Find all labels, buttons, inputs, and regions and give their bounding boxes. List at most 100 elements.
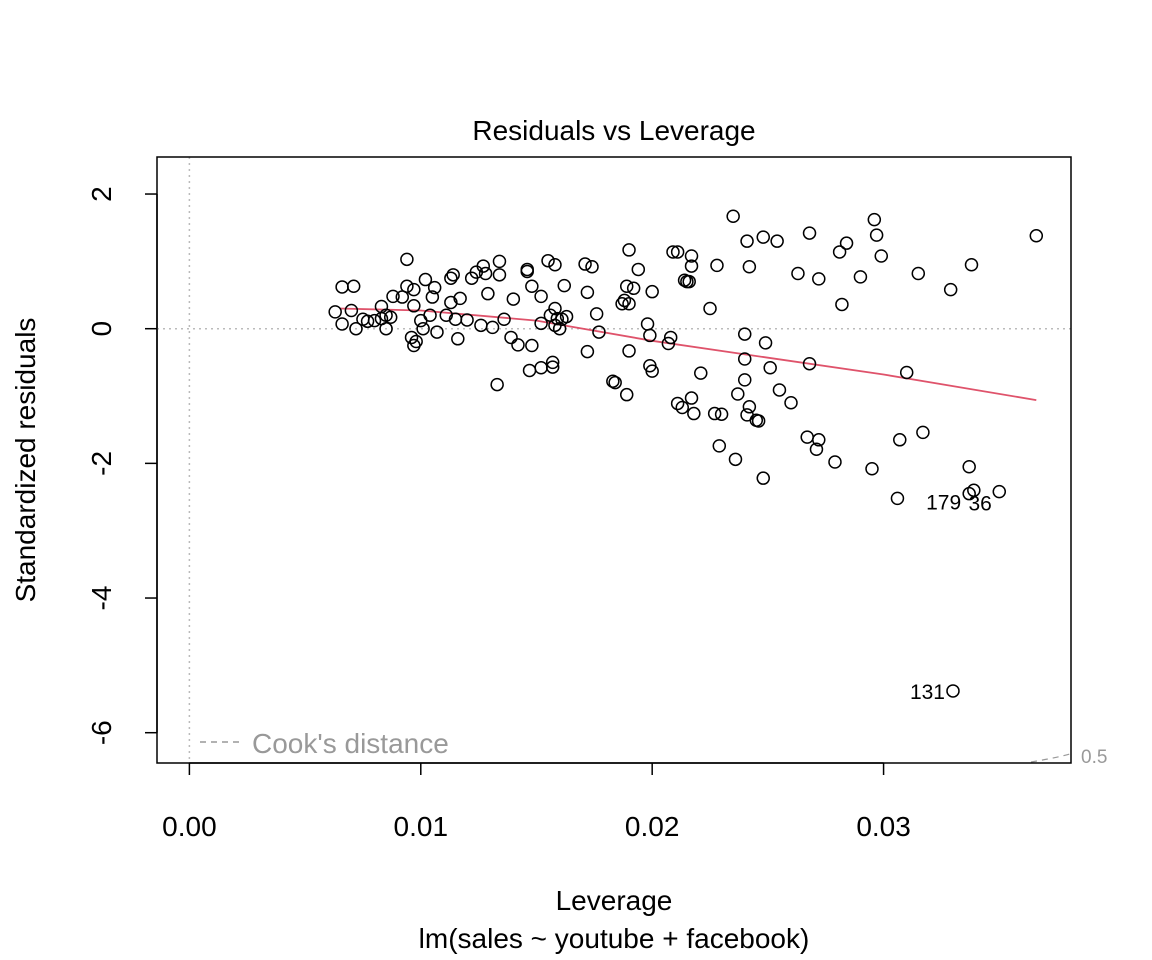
data-point	[703, 301, 717, 316]
data-point	[478, 266, 493, 281]
data-point	[800, 430, 814, 444]
data-point	[737, 352, 752, 366]
data-point	[522, 363, 537, 378]
data-point	[946, 684, 960, 698]
data-point	[606, 374, 620, 388]
reference-lines	[157, 157, 1071, 763]
data-point	[622, 297, 636, 311]
x-axis: 0.00 0.01 0.02 0.03	[162, 762, 911, 842]
x-tick-label: 0.03	[856, 811, 911, 842]
data-point	[687, 406, 701, 421]
data-point	[791, 266, 805, 281]
data-point	[386, 289, 400, 304]
data-point	[349, 321, 363, 336]
cooks-distance-contour: 0.5	[1030, 747, 1107, 768]
data-point	[379, 321, 393, 336]
data-point	[550, 311, 565, 326]
cooks-contour-line	[1030, 752, 1074, 763]
data-point	[534, 316, 548, 331]
data-point	[962, 459, 976, 474]
data-point	[476, 259, 491, 273]
smooth-line-group	[339, 307, 1037, 401]
data-point	[548, 257, 562, 272]
data-point	[737, 373, 752, 387]
data-point	[756, 230, 770, 244]
data-point	[899, 365, 914, 380]
data-point	[839, 236, 854, 250]
y-tick-label: -6	[86, 720, 117, 745]
data-point	[758, 336, 773, 350]
data-point	[670, 245, 685, 259]
smooth-line	[339, 307, 1037, 401]
data-point	[545, 355, 560, 370]
data-point	[490, 377, 504, 392]
y-tick-label: 2	[86, 186, 117, 202]
data-point	[740, 408, 754, 422]
data-point	[1029, 229, 1044, 243]
data-point	[784, 396, 798, 410]
data-point	[682, 274, 696, 289]
data-point	[943, 282, 958, 297]
data-point	[485, 320, 500, 335]
data-point	[911, 266, 926, 281]
data-point	[619, 279, 634, 294]
data-point	[893, 433, 907, 447]
point-labels: 179 36 131	[910, 492, 992, 704]
data-point	[802, 356, 817, 371]
legend-label: Cook's distance	[252, 728, 449, 759]
data-point	[541, 253, 555, 268]
data-point	[853, 270, 868, 284]
data-point	[675, 400, 690, 415]
data-point	[828, 455, 842, 469]
data-point	[534, 289, 548, 304]
data-point	[346, 279, 361, 294]
data-point	[964, 257, 979, 272]
data-point	[742, 400, 757, 414]
data-point	[383, 310, 398, 325]
data-point	[622, 344, 636, 358]
data-point	[869, 228, 884, 242]
data-point	[742, 260, 757, 274]
legend: Cook's distance	[200, 728, 449, 759]
data-point	[712, 439, 727, 453]
data-point	[992, 484, 1007, 499]
data-point	[890, 491, 905, 506]
data-point	[557, 278, 572, 293]
data-point	[714, 407, 729, 421]
data-point	[809, 442, 824, 456]
data-point	[772, 383, 787, 397]
data-point	[400, 252, 414, 267]
cooks-contour-label: 0.5	[1081, 747, 1107, 768]
data-point	[511, 338, 525, 352]
data-point	[684, 391, 699, 405]
data-point	[756, 471, 770, 485]
data-point	[832, 245, 847, 259]
data-point	[444, 295, 458, 310]
data-point	[460, 313, 474, 327]
data-point	[812, 433, 826, 447]
data-point	[589, 307, 604, 321]
data-point	[867, 212, 882, 227]
chart-title: Residuals vs Leverage	[472, 115, 755, 146]
data-point	[916, 425, 930, 440]
data-point	[661, 336, 676, 351]
data-point	[534, 361, 548, 375]
x-tick-label: 0.00	[162, 811, 217, 842]
data-points	[328, 209, 1044, 698]
data-point	[728, 452, 743, 467]
x-tick-label: 0.02	[625, 811, 680, 842]
point-label: 179	[926, 492, 961, 515]
data-point	[367, 313, 382, 328]
y-tick-label: 0	[86, 321, 117, 337]
data-point	[751, 414, 766, 428]
data-point	[626, 281, 641, 296]
data-point	[694, 366, 708, 380]
data-point	[710, 258, 724, 273]
data-point	[835, 297, 849, 312]
data-point	[427, 280, 442, 295]
data-point	[504, 330, 518, 345]
data-point	[631, 262, 646, 277]
chart-subtitle: lm(sales ~ youtube + facebook)	[419, 923, 810, 954]
data-point	[400, 279, 414, 294]
